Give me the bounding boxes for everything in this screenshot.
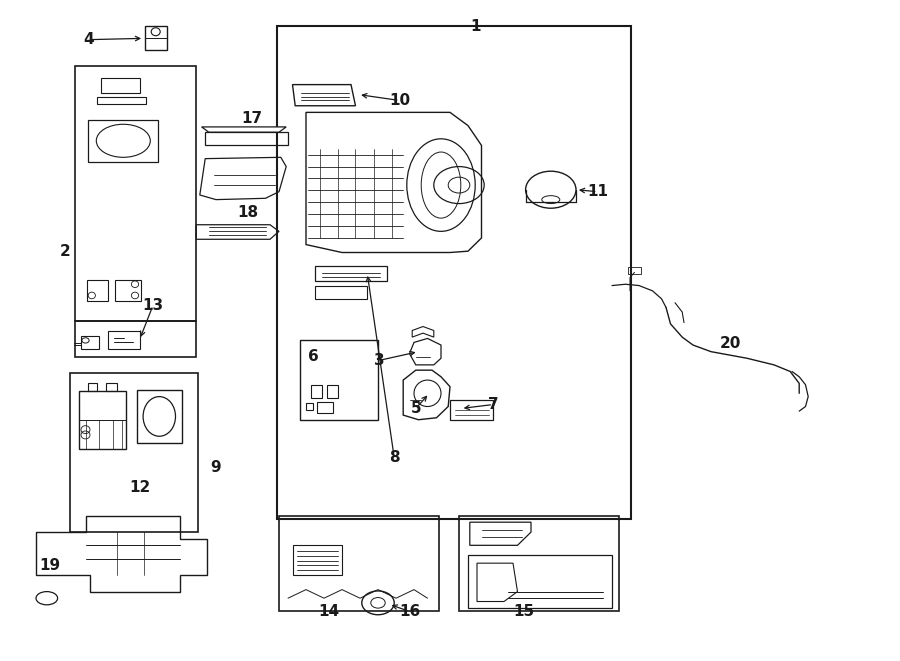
Text: 10: 10 [389, 93, 410, 108]
Bar [70, 373, 198, 532]
Text: 8: 8 [389, 450, 400, 465]
Text: 18: 18 [237, 206, 258, 220]
Polygon shape [145, 26, 166, 50]
Text: 6: 6 [308, 350, 319, 364]
Bar [75, 66, 196, 321]
Text: 16: 16 [399, 604, 420, 619]
Text: 19: 19 [39, 558, 60, 572]
Text: 3: 3 [374, 353, 385, 368]
Bar [300, 340, 378, 420]
Text: 9: 9 [211, 461, 221, 475]
Text: 11: 11 [587, 184, 608, 199]
Text: 20: 20 [720, 336, 742, 351]
Text: 1: 1 [470, 19, 481, 34]
Bar [75, 321, 196, 357]
Text: 5: 5 [410, 401, 421, 416]
Bar [279, 516, 439, 611]
Text: 12: 12 [129, 481, 150, 495]
Text: 13: 13 [142, 298, 164, 313]
Text: 17: 17 [241, 112, 263, 126]
Bar [459, 516, 619, 611]
Bar [277, 26, 631, 519]
Text: 14: 14 [318, 604, 339, 619]
Text: 15: 15 [513, 604, 535, 619]
Text: 4: 4 [83, 32, 94, 47]
Text: 2: 2 [59, 244, 70, 258]
Text: 7: 7 [488, 397, 499, 412]
Polygon shape [202, 127, 286, 132]
